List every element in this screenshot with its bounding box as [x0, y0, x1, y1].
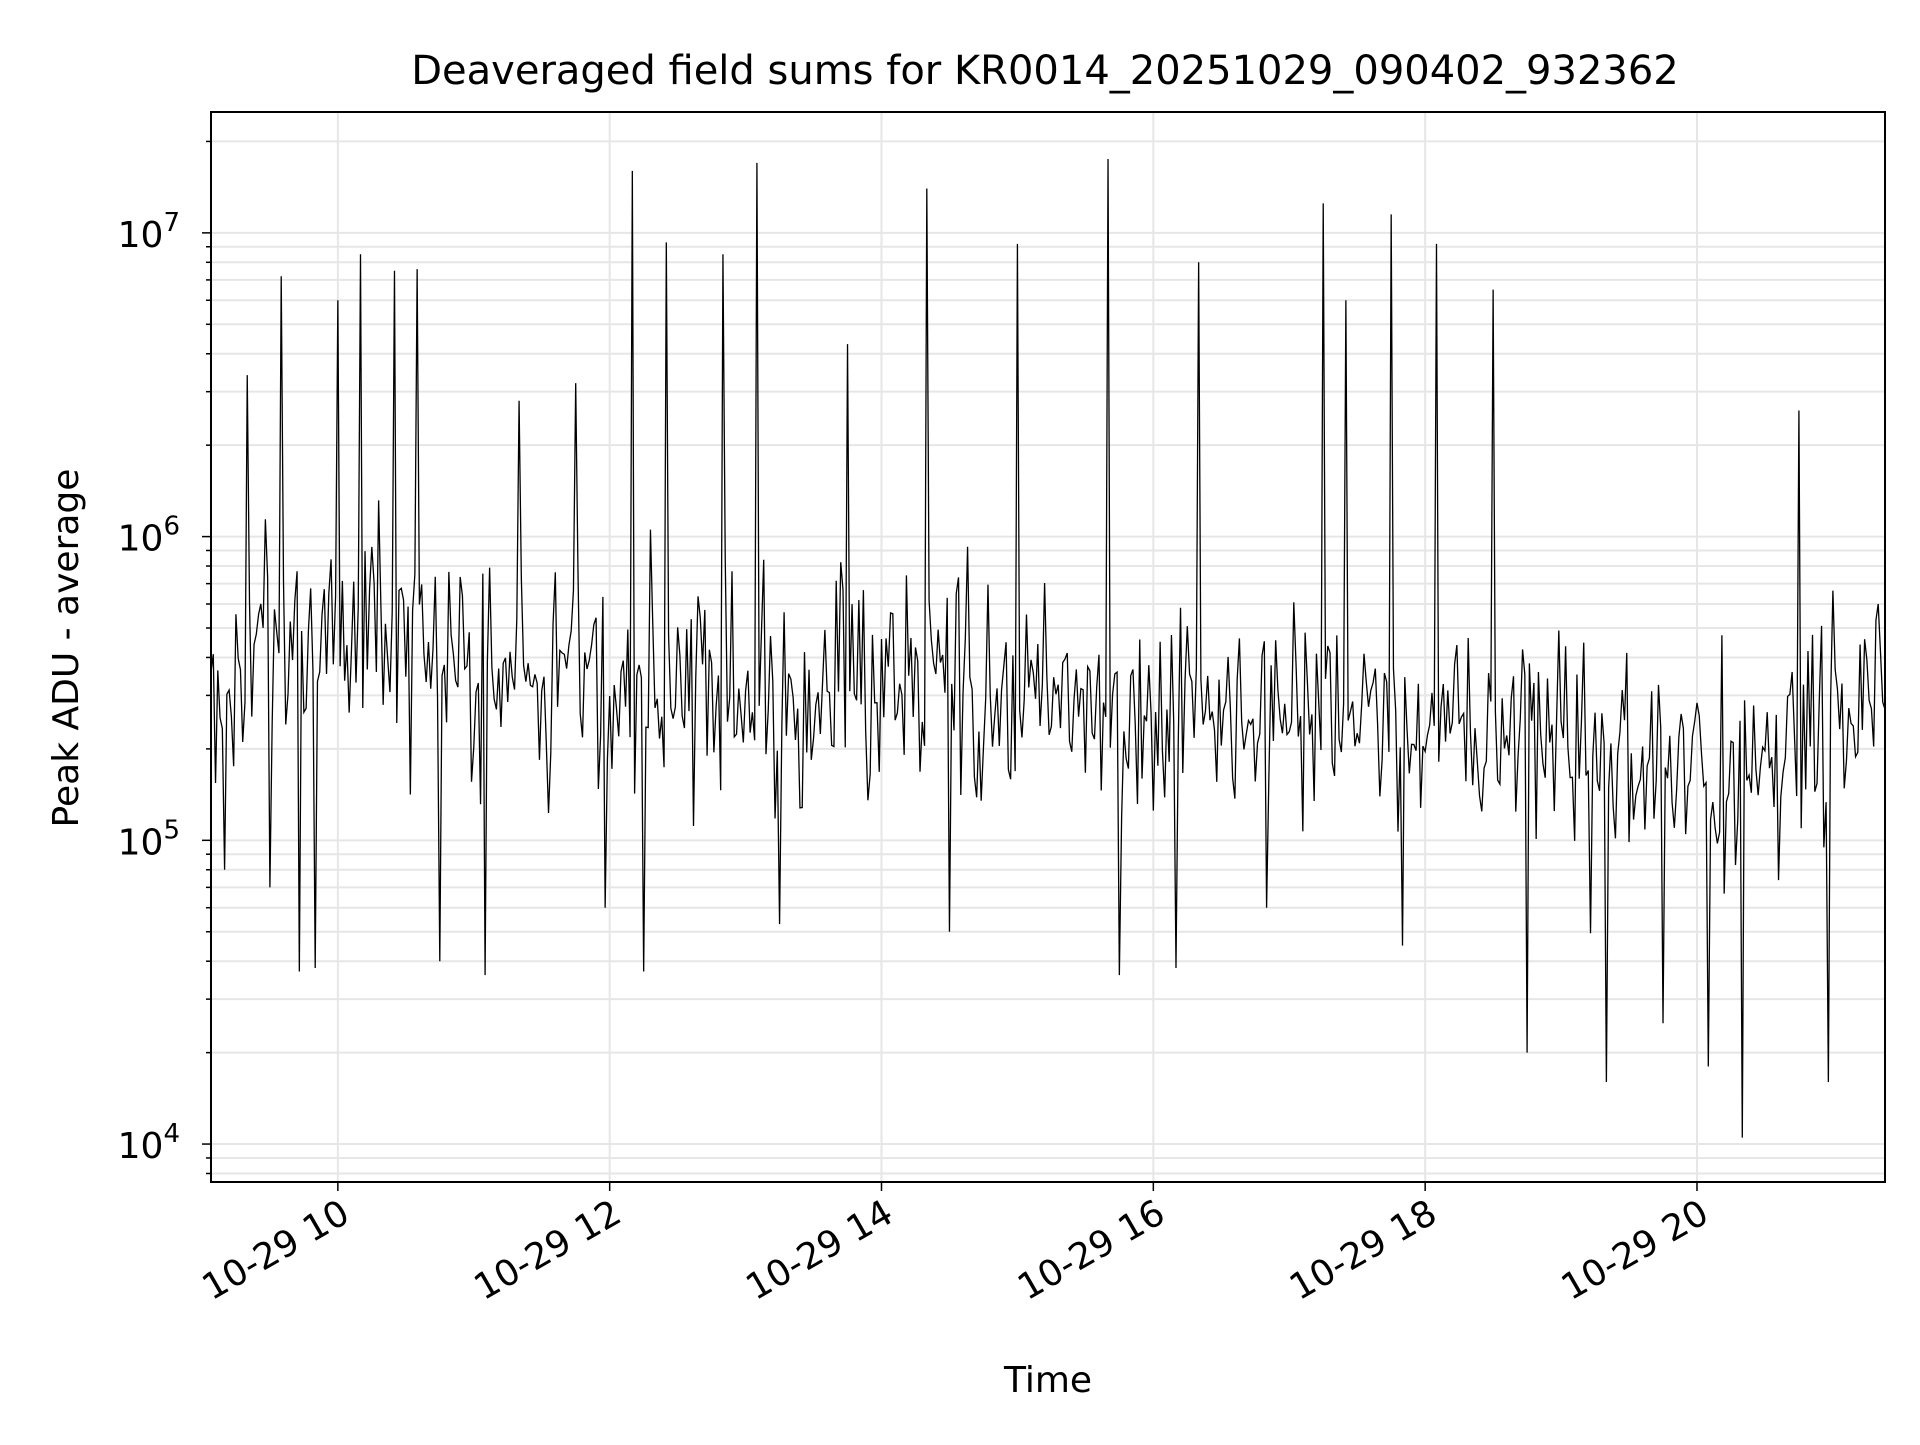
y-axis-label: Peak ADU - average [46, 469, 87, 828]
y-axis: 104 105 106 107 [118, 140, 211, 1175]
chart-title: Deaveraged field sums for KR0014_2025102… [411, 48, 1679, 94]
x-axis-label: Time [1003, 1360, 1092, 1401]
y-tick-label: 105 [118, 815, 180, 863]
plot-area [210, 159, 1886, 1138]
y-tick-label: 106 [118, 512, 180, 560]
y-tick-label: 104 [118, 1119, 180, 1167]
series-line [210, 159, 1886, 1138]
y-tick-label: 107 [118, 208, 180, 256]
grid-lines [211, 112, 1885, 1182]
axes-frame [210, 111, 1886, 1183]
